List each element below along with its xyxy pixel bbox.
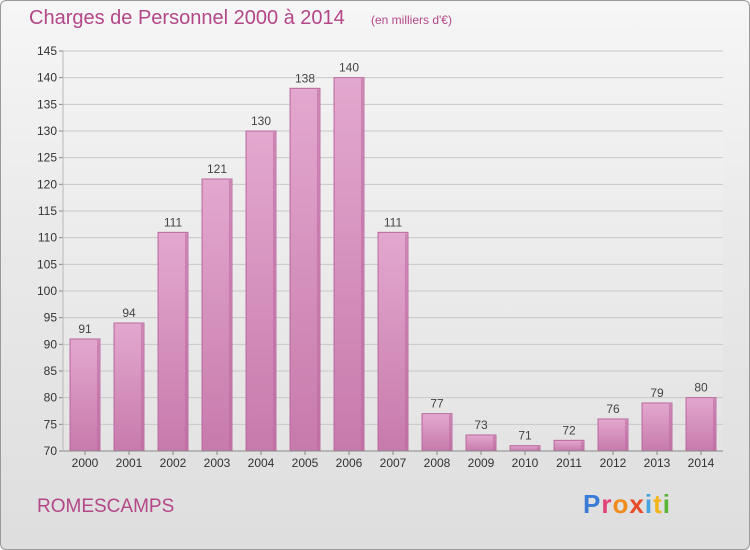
y-tick-label: 105 [37, 257, 57, 271]
logo-letter: P [583, 489, 602, 519]
bar-shade [668, 404, 671, 451]
y-tick-label: 145 [37, 44, 57, 58]
y-tick-label: 125 [37, 151, 57, 165]
bar-value-label: 73 [474, 418, 488, 432]
bar-value-label: 94 [122, 306, 136, 320]
logo-letter: r [601, 489, 613, 519]
chart-subtitle: (en milliers d'€) [371, 13, 452, 27]
y-tick-label: 75 [44, 417, 58, 431]
bar-value-label: 138 [295, 71, 315, 85]
bar [289, 87, 321, 452]
bar-shade [140, 324, 143, 451]
y-tick-label: 140 [37, 71, 57, 85]
bar-value-label: 77 [430, 397, 444, 411]
bar-value-label: 111 [164, 215, 183, 229]
bar-shade [272, 132, 275, 451]
bar-shade [448, 414, 451, 451]
logo-letter: i [644, 489, 654, 519]
commune-name: ROMESCAMPS [37, 496, 175, 517]
x-tick-label: 2014 [688, 456, 715, 470]
x-tick-label: 2005 [292, 456, 319, 470]
x-tick-label: 2010 [512, 456, 539, 470]
y-tick-label: 135 [37, 97, 57, 111]
x-tick-label: 2009 [468, 456, 495, 470]
bar-value-label: 111 [384, 215, 403, 229]
bar [465, 434, 497, 452]
y-tick-label: 80 [44, 391, 58, 405]
bar [245, 130, 277, 452]
y-tick-label: 115 [38, 204, 57, 218]
bar [333, 77, 365, 452]
bar [69, 338, 101, 452]
x-tick-label: 2013 [644, 456, 671, 470]
bar-shade [316, 89, 319, 451]
bar-shade [580, 441, 583, 451]
bar-shade [184, 233, 187, 451]
bar [509, 445, 541, 452]
chart-title: Charges de Personnel 2000 à 2014 [29, 7, 345, 29]
bar-value-label: 121 [207, 162, 227, 176]
bar [113, 322, 145, 452]
bar [157, 231, 189, 452]
logo-letter: i [662, 489, 671, 519]
bar [553, 439, 585, 452]
bar-value-label: 80 [694, 381, 708, 395]
x-tick-label: 2006 [336, 456, 363, 470]
x-tick-label: 2008 [424, 456, 451, 470]
x-axis: 2000 2001 2002 2003 2004 2005 2006 2007 2008 2009… [72, 451, 715, 470]
y-tick-label: 110 [38, 231, 57, 245]
bar-value-label: 71 [518, 429, 532, 443]
bar-shade [360, 78, 363, 452]
bar-value-label: 79 [650, 386, 664, 400]
logo-letter: t [653, 489, 663, 519]
bar-value-label: 72 [562, 423, 576, 437]
y-tick-label: 130 [37, 124, 57, 138]
bar [201, 178, 233, 452]
y-axis: 70 75 80 85 90 95 100 105 110 115 120 125 130 135 140 1… [37, 44, 63, 458]
bar [421, 413, 453, 452]
bar-value-label: 140 [339, 61, 359, 75]
x-tick-label: 2003 [204, 456, 231, 470]
bar-shade [492, 436, 495, 451]
bar-shade [624, 420, 627, 451]
x-tick-label: 2004 [248, 456, 275, 470]
bar [685, 397, 717, 452]
bar-shade [96, 340, 99, 451]
proxiti-logo[interactable]: Proxiti [583, 489, 671, 520]
x-tick-label: 2007 [380, 456, 407, 470]
bar-shade [228, 180, 231, 451]
y-tick-label: 85 [44, 364, 58, 378]
bar [377, 231, 409, 452]
y-tick-label: 95 [44, 311, 58, 325]
x-tick-label: 2001 [116, 456, 143, 470]
y-tick-label: 100 [37, 284, 57, 298]
bar-value-label: 91 [78, 322, 92, 336]
bar-shade [536, 446, 539, 451]
x-tick-label: 2011 [556, 456, 582, 470]
bar-shade [712, 398, 715, 451]
bar-value-label: 130 [251, 114, 271, 128]
y-tick-label: 90 [44, 337, 58, 351]
bar-value-label: 76 [606, 402, 620, 416]
logo-letter: o [612, 489, 630, 519]
bar [597, 418, 629, 452]
y-tick-label: 120 [37, 177, 57, 191]
x-tick-label: 2000 [72, 456, 99, 470]
x-tick-label: 2012 [600, 456, 627, 470]
x-tick-label: 2002 [160, 456, 187, 470]
logo-letter: x [629, 489, 645, 519]
y-tick-label: 70 [44, 444, 58, 458]
bar [641, 402, 673, 452]
bar-shade [404, 233, 407, 451]
bars: 91 94 111 121 130 138 140 111 77 73 71 72 76 79 80 [69, 61, 717, 452]
